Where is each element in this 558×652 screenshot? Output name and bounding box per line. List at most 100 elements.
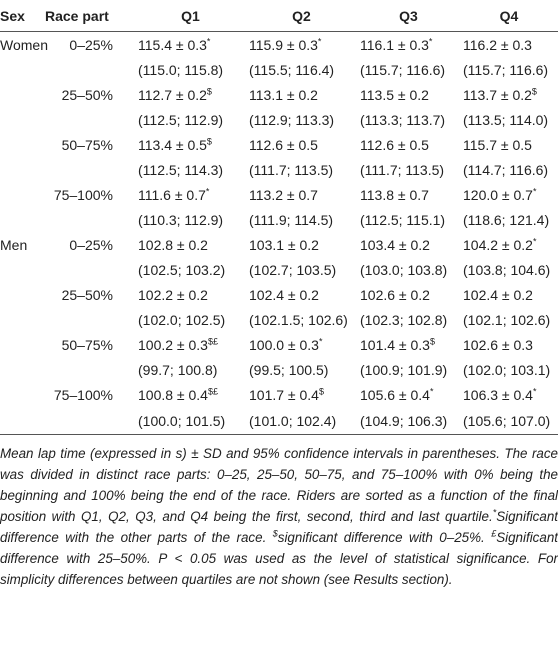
mean-cell: 105.6 ± 0.4* [357, 382, 460, 407]
ci-cell: (102.1.5; 102.6) [249, 311, 348, 328]
mean-sd: 102.2 ± 0.2 [138, 286, 208, 303]
significance-mark: * [532, 235, 537, 246]
significance-mark: * [532, 385, 537, 396]
mean-row: 75–100% 111.6 ± 0.7* 113.2 ± 0.7 113.8 ± 0.… [0, 182, 558, 207]
mean-cell: 106.3 ± 0.4* [460, 382, 558, 407]
mean-cell: 102.8 ± 0.2 [135, 232, 246, 257]
significance-mark: $ [206, 135, 212, 146]
mean-sd: 106.3 ± 0.4 [463, 386, 533, 403]
note-mark: $ [272, 528, 278, 539]
ci-cell: (105.6; 107.0) [460, 407, 558, 435]
ci-cell: (115.7; 116.6) [360, 61, 446, 78]
ci-row: (112.5; 114.3) (111.7; 113.5) (111.7; 113.… [0, 157, 558, 182]
mean-sd: 102.6 ± 0.2 [360, 286, 430, 303]
mean-sd: 105.6 ± 0.4 [360, 386, 430, 403]
ci-cell: (99.5; 100.5) [249, 361, 329, 378]
ci-cell: (99.7; 100.8) [138, 361, 218, 378]
mean-sd: 115.9 ± 0.3 [249, 36, 318, 53]
race-part-cell: 75–100% [53, 386, 113, 403]
mean-cell: 116.2 ± 0.3 [460, 32, 558, 58]
ci-cell: (102.0; 103.1) [463, 361, 551, 378]
mean-row: Women 0–25% 115.4 ± 0.3* 115.9 ± 0.3* 116.1 … [0, 32, 558, 58]
column-header: Q3 [357, 0, 460, 32]
empty-cell [40, 207, 135, 232]
mean-sd: 112.7 ± 0.2 [138, 86, 207, 103]
mean-row: 25–50% 112.7 ± 0.2$ 113.1 ± 0.2 113.5 ± 0.2… [0, 82, 558, 107]
mean-cell: 102.2 ± 0.2 [135, 282, 246, 307]
mean-cell: 112.6 ± 0.5 [246, 132, 357, 157]
mean-cell: 112.6 ± 0.5 [357, 132, 460, 157]
sex-cell: Women [0, 36, 48, 53]
mean-sd: 115.4 ± 0.3 [138, 36, 207, 53]
ci-cell: (103.0; 103.8) [360, 261, 448, 278]
note-text: Mean lap time (expressed in s) ± SD and … [0, 446, 558, 524]
sex-cell [0, 332, 40, 357]
mean-cell: 102.4 ± 0.2 [460, 282, 558, 307]
ci-row: (112.5; 112.9) (112.9; 113.3) (113.3; 113.… [0, 107, 558, 132]
empty-cell [40, 357, 135, 382]
empty-cell [0, 207, 40, 232]
mean-sd: 103.4 ± 0.2 [360, 236, 430, 253]
empty-cell [0, 257, 40, 282]
race-part-cell: 50–75% [61, 336, 113, 353]
empty-cell [40, 307, 135, 332]
ci-cell: (102.5; 103.2) [138, 261, 226, 278]
ci-cell: (112.5; 115.1) [360, 211, 446, 228]
column-header: Q1 [135, 0, 246, 32]
significance-mark: * [428, 35, 433, 46]
mean-sd: 101.4 ± 0.3 [360, 336, 430, 353]
mean-sd: 113.7 ± 0.2 [463, 86, 532, 103]
race-part-cell: 0–25% [69, 236, 113, 253]
ci-cell: (102.3; 102.8) [360, 311, 448, 328]
significance-mark: * [429, 385, 434, 396]
ci-cell: (100.0; 101.5) [135, 407, 246, 435]
mean-cell: 100.8 ± 0.4$£ [135, 382, 246, 407]
mean-row: 75–100% 100.8 ± 0.4$£ 101.7 ± 0.4$ 105.6 ± … [0, 382, 558, 407]
mean-sd: 113.8 ± 0.7 [360, 186, 429, 203]
mean-cell: 113.8 ± 0.7 [357, 182, 460, 207]
sex-cell [0, 132, 40, 157]
mean-cell: 120.0 ± 0.7* [460, 182, 558, 207]
column-header: Q4 [460, 0, 558, 32]
mean-sd: 111.6 ± 0.7 [138, 186, 206, 203]
ci-row: (115.0; 115.8) (115.5; 116.4) (115.7; 116.… [0, 57, 558, 82]
note-text: Significant difference with the other pa… [0, 509, 558, 545]
data-table: Sex Race part Q1 Q2 Q3 Q4 Women 0–25% 115.4 ± 0… [0, 0, 558, 435]
ci-cell: (110.3; 112.9) [138, 211, 224, 228]
empty-cell [0, 107, 40, 132]
mean-row: Men 0–25% 102.8 ± 0.2 103.1 ± 0.2 103.4 ± 0.… [0, 232, 558, 257]
significance-mark: * [317, 35, 322, 46]
ci-row: (100.0; 101.5) (101.0; 102.4) (104.9; 106.… [0, 407, 558, 435]
empty-cell [0, 57, 40, 82]
empty-cell [0, 307, 40, 332]
empty-cell [0, 407, 40, 435]
ci-cell: (112.5; 112.9) [138, 111, 224, 128]
significance-mark: * [532, 185, 537, 196]
note-mark: £ [491, 528, 497, 539]
ci-cell: (115.7; 116.6) [463, 61, 549, 78]
ci-row: (110.3; 112.9) (111.9; 114.5) (112.5; 115.… [0, 207, 558, 232]
mean-cell: 100.0 ± 0.3* [246, 332, 357, 357]
mean-sd: 104.2 ± 0.2 [463, 236, 533, 253]
significance-mark: $£ [207, 385, 218, 396]
mean-cell: 102.4 ± 0.2 [246, 282, 357, 307]
mean-cell: 103.4 ± 0.2 [357, 232, 460, 257]
mean-row: 25–50% 102.2 ± 0.2 102.4 ± 0.2 102.6 ± 0.2 1… [0, 282, 558, 307]
sex-cell [0, 282, 40, 307]
race-part-cell: 50–75% [61, 136, 113, 153]
mean-sd: 100.0 ± 0.3 [249, 336, 319, 353]
ci-cell: (100.9; 101.9) [360, 361, 448, 378]
empty-cell [40, 57, 135, 82]
significance-mark: $ [531, 85, 537, 96]
note-text: Significant difference with 25–50%. P < … [0, 530, 558, 587]
header-row: Sex Race part Q1 Q2 Q3 Q4 [0, 0, 558, 32]
mean-cell: 115.4 ± 0.3* [135, 32, 246, 58]
mean-sd: 101.7 ± 0.4 [249, 386, 319, 403]
mean-sd: 102.8 ± 0.2 [138, 236, 208, 253]
sex-cell [0, 382, 40, 407]
ci-cell: (102.0; 102.5) [138, 311, 226, 328]
significance-mark: * [206, 35, 211, 46]
mean-sd: 112.6 ± 0.5 [360, 136, 429, 153]
mean-cell: 102.6 ± 0.3 [460, 332, 558, 357]
